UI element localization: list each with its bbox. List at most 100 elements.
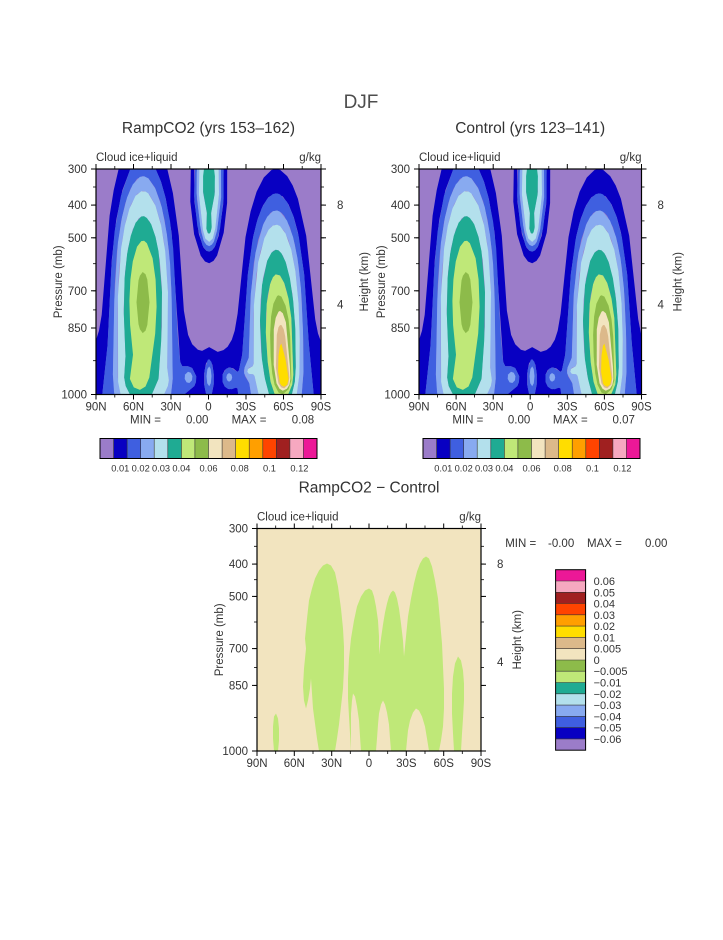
- svg-text:90N: 90N: [85, 402, 106, 414]
- svg-text:MIN =: MIN =: [505, 538, 536, 550]
- svg-text:0: 0: [366, 758, 372, 770]
- svg-text:90S: 90S: [311, 402, 332, 414]
- svg-text:1000: 1000: [384, 390, 410, 402]
- svg-text:0.005: 0.005: [594, 644, 622, 656]
- svg-text:MIN =: MIN =: [452, 415, 483, 427]
- svg-text:−0.04: −0.04: [594, 711, 622, 723]
- svg-text:Cloud ice+liquid: Cloud ice+liquid: [96, 152, 178, 164]
- svg-text:Pressure (mb): Pressure (mb): [376, 245, 388, 318]
- svg-text:700: 700: [68, 286, 87, 298]
- svg-text:-0.00: -0.00: [548, 538, 574, 550]
- svg-text:0.00: 0.00: [186, 415, 208, 427]
- svg-text:DJF: DJF: [344, 92, 379, 113]
- svg-text:Height (km): Height (km): [359, 252, 371, 312]
- svg-text:850: 850: [391, 323, 410, 335]
- svg-text:−0.06: −0.06: [594, 734, 622, 746]
- svg-text:400: 400: [229, 559, 248, 571]
- svg-text:0.08: 0.08: [554, 464, 572, 474]
- svg-text:0.02: 0.02: [455, 464, 473, 474]
- svg-text:−0.005: −0.005: [594, 666, 628, 678]
- svg-text:850: 850: [229, 680, 248, 692]
- svg-text:−0.05: −0.05: [594, 723, 622, 735]
- svg-text:0.05: 0.05: [594, 587, 615, 599]
- svg-text:0.12: 0.12: [290, 464, 308, 474]
- svg-text:RampCO2 (yrs 153–162): RampCO2 (yrs 153–162): [122, 120, 295, 137]
- svg-text:g/kg: g/kg: [620, 152, 642, 164]
- svg-text:30N: 30N: [483, 402, 504, 414]
- svg-text:0.02: 0.02: [132, 464, 150, 474]
- svg-text:400: 400: [391, 200, 410, 212]
- svg-text:90S: 90S: [631, 402, 652, 414]
- svg-text:700: 700: [229, 644, 248, 656]
- svg-text:Cloud ice+liquid: Cloud ice+liquid: [257, 512, 339, 524]
- svg-text:Height (km): Height (km): [673, 252, 685, 312]
- svg-text:0.06: 0.06: [594, 576, 615, 588]
- svg-text:60N: 60N: [446, 402, 467, 414]
- svg-text:300: 300: [229, 524, 248, 536]
- svg-text:30N: 30N: [321, 758, 342, 770]
- svg-text:90N: 90N: [408, 402, 429, 414]
- svg-text:Control (yrs 123–141): Control (yrs 123–141): [455, 120, 605, 137]
- svg-text:700: 700: [391, 286, 410, 298]
- svg-text:g/kg: g/kg: [459, 512, 481, 524]
- svg-text:0: 0: [205, 402, 211, 414]
- svg-text:g/kg: g/kg: [299, 152, 321, 164]
- svg-text:60N: 60N: [123, 402, 144, 414]
- svg-text:0: 0: [527, 402, 533, 414]
- svg-text:300: 300: [68, 164, 87, 176]
- svg-text:0.04: 0.04: [594, 599, 615, 611]
- svg-text:0.04: 0.04: [495, 464, 513, 474]
- svg-text:400: 400: [68, 200, 87, 212]
- svg-text:4: 4: [658, 299, 665, 311]
- svg-text:500: 500: [229, 591, 248, 603]
- svg-text:30S: 30S: [557, 402, 578, 414]
- svg-text:0: 0: [594, 655, 600, 667]
- svg-text:0.1: 0.1: [263, 464, 276, 474]
- svg-text:0.03: 0.03: [152, 464, 170, 474]
- svg-text:0.03: 0.03: [475, 464, 493, 474]
- svg-text:Pressure (mb): Pressure (mb): [214, 603, 226, 676]
- svg-text:0.00: 0.00: [645, 538, 667, 550]
- svg-text:30S: 30S: [236, 402, 257, 414]
- svg-text:−0.03: −0.03: [594, 700, 622, 712]
- svg-text:4: 4: [497, 657, 504, 669]
- svg-text:−0.02: −0.02: [594, 689, 622, 701]
- svg-text:500: 500: [68, 233, 87, 245]
- svg-text:500: 500: [391, 233, 410, 245]
- svg-text:850: 850: [68, 323, 87, 335]
- svg-text:0.03: 0.03: [594, 610, 615, 622]
- svg-text:1000: 1000: [61, 390, 87, 402]
- svg-text:Pressure (mb): Pressure (mb): [53, 245, 65, 318]
- svg-text:MAX =: MAX =: [587, 538, 622, 550]
- svg-text:300: 300: [391, 164, 410, 176]
- svg-text:30N: 30N: [160, 402, 181, 414]
- svg-text:90S: 90S: [471, 758, 492, 770]
- svg-text:0.01: 0.01: [594, 632, 615, 644]
- svg-text:60S: 60S: [594, 402, 615, 414]
- svg-text:0.00: 0.00: [508, 415, 530, 427]
- svg-text:0.02: 0.02: [594, 621, 615, 633]
- svg-text:90N: 90N: [246, 758, 267, 770]
- svg-text:RampCO2 − Control: RampCO2 − Control: [299, 480, 440, 497]
- svg-text:60N: 60N: [284, 758, 305, 770]
- svg-text:Cloud ice+liquid: Cloud ice+liquid: [419, 152, 501, 164]
- svg-text:0.08: 0.08: [231, 464, 249, 474]
- svg-text:MIN =: MIN =: [130, 415, 161, 427]
- svg-text:0.01: 0.01: [434, 464, 452, 474]
- svg-text:0.06: 0.06: [199, 464, 217, 474]
- svg-text:0.1: 0.1: [586, 464, 599, 474]
- svg-text:1000: 1000: [222, 746, 248, 758]
- svg-text:Height (km): Height (km): [512, 610, 524, 670]
- svg-text:60S: 60S: [433, 758, 454, 770]
- svg-text:60S: 60S: [273, 402, 294, 414]
- svg-text:8: 8: [337, 200, 343, 212]
- svg-text:MAX =: MAX =: [232, 415, 267, 427]
- svg-text:−0.01: −0.01: [594, 678, 622, 690]
- svg-text:8: 8: [497, 559, 503, 571]
- svg-text:8: 8: [658, 200, 664, 212]
- svg-text:30S: 30S: [396, 758, 417, 770]
- svg-text:MAX =: MAX =: [553, 415, 588, 427]
- svg-text:0.08: 0.08: [292, 415, 314, 427]
- svg-text:4: 4: [337, 299, 344, 311]
- svg-text:0.06: 0.06: [522, 464, 540, 474]
